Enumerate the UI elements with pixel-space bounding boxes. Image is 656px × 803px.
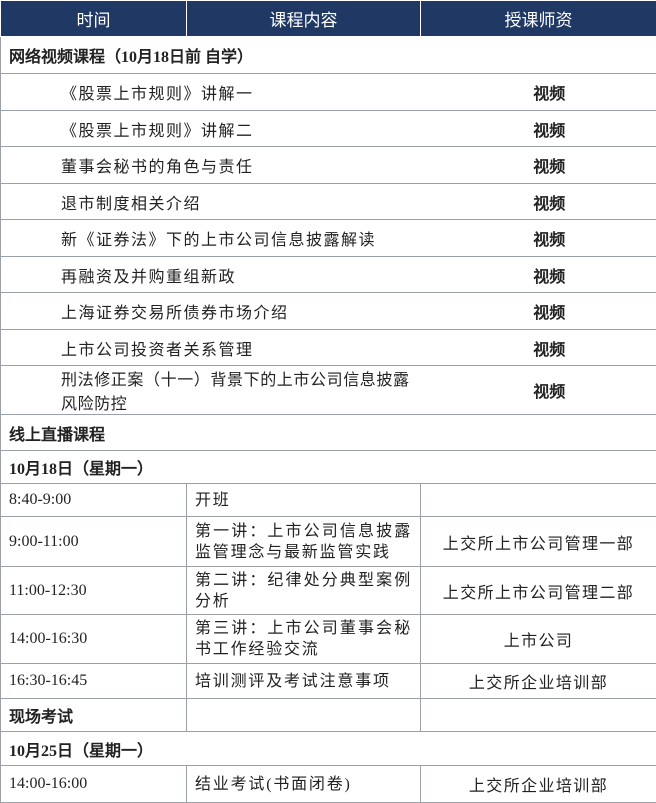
video-title: 《股票上市规则》讲解一 (1, 74, 421, 111)
video-title: 新《证券法》下的上市公司信息披露解读 (1, 220, 421, 257)
video-type: 视频 (421, 74, 656, 111)
video-type: 视频 (421, 257, 656, 293)
teacher-cell: 上交所上市公司管理二部 (421, 567, 656, 615)
video-type: 视频 (421, 330, 656, 366)
empty-cell (187, 699, 421, 732)
course-cell: 开班 (187, 484, 421, 517)
section-title: 网络视频课程（10月18日前 自学） (1, 37, 656, 74)
header-cell: 课程内容 (187, 1, 421, 37)
date-title: 10月18日（星期一） (1, 451, 656, 484)
date-title: 10月25日（星期一） (1, 732, 656, 766)
video-title: 上市公司投资者关系管理 (1, 330, 421, 366)
video-type: 视频 (421, 184, 656, 220)
video-type: 视频 (421, 111, 656, 147)
time-cell: 14:00-16:30 (1, 615, 187, 664)
video-type: 视频 (421, 366, 656, 415)
section-title: 现场考试 (1, 699, 187, 732)
video-title: 上海证券交易所债券市场介绍 (1, 293, 421, 330)
video-type: 视频 (421, 293, 656, 330)
course-cell: 培训测评及考试注意事项 (187, 664, 421, 699)
course-cell: 第三讲：上市公司董事会秘书工作经验交流 (187, 615, 421, 664)
time-cell: 16:30-16:45 (1, 664, 187, 699)
teacher-cell: 上交所企业培训部 (421, 664, 656, 699)
time-cell: 11:00-12:30 (1, 567, 187, 615)
video-title: 董事会秘书的角色与责任 (1, 147, 421, 184)
video-type: 视频 (421, 220, 656, 257)
time-cell: 9:00-11:00 (1, 517, 187, 567)
course-cell: 第二讲：纪律处分典型案例分析 (187, 567, 421, 615)
video-title: 再融资及并购重组新政 (1, 257, 421, 293)
teacher-cell: 上交所企业培训部 (421, 766, 656, 803)
time-cell: 14:00-16:00 (1, 766, 187, 803)
time-cell: 8:40-9:00 (1, 484, 187, 517)
header-cell: 授课师资 (421, 1, 656, 37)
video-title: 《股票上市规则》讲解二 (1, 111, 421, 147)
teacher-cell: 上市公司 (421, 615, 656, 664)
course-cell: 结业考试(书面闭卷) (187, 766, 421, 803)
video-title: 退市制度相关介绍 (1, 184, 421, 220)
video-type: 视频 (421, 147, 656, 184)
teacher-cell: 上交所上市公司管理一部 (421, 517, 656, 567)
course-cell: 第一讲：上市公司信息披露监管理念与最新监管实践 (187, 517, 421, 567)
header-cell: 时间 (1, 1, 187, 37)
video-title: 刑法修正案（十一）背景下的上市公司信息披露风险防控 (1, 366, 421, 415)
empty-cell (421, 484, 656, 517)
section-title: 线上直播课程 (1, 415, 656, 451)
empty-cell (421, 699, 656, 732)
header-row: 时间 课程内容 授课师资 (1, 1, 656, 37)
